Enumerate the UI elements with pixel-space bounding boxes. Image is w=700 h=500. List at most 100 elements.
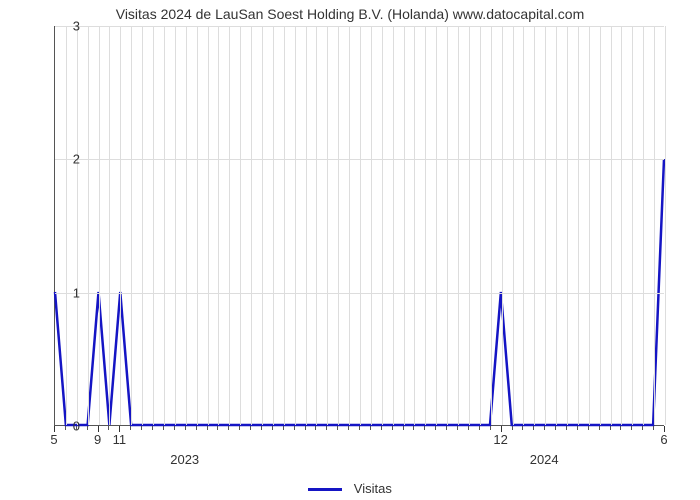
gridline-v (295, 26, 296, 425)
legend: Visitas (0, 481, 700, 496)
gridline-v (436, 26, 437, 425)
gridline-v (632, 26, 633, 425)
gridline-v (316, 26, 317, 425)
x-tick-minor (348, 426, 349, 430)
x-tick-minor (283, 426, 284, 430)
x-tick-minor (446, 426, 447, 430)
gridline-v (153, 26, 154, 425)
x-tick-minor (566, 426, 567, 430)
x-tick-minor (272, 426, 273, 430)
gridline-v (273, 26, 274, 425)
y-tick-label: 1 (50, 285, 80, 300)
x-tick-minor (653, 426, 654, 430)
gridline-v (665, 26, 666, 425)
x-tick-minor (631, 426, 632, 430)
x-tick-minor (141, 426, 142, 430)
gridline-v (327, 26, 328, 425)
x-tick-minor (315, 426, 316, 430)
plot-area (54, 26, 664, 426)
x-tick-minor (65, 426, 66, 430)
x-year-label: 2024 (530, 452, 559, 467)
gridline-v (578, 26, 579, 425)
x-tick-minor (610, 426, 611, 430)
x-tick-minor (413, 426, 414, 430)
gridline-v (142, 26, 143, 425)
x-tick-minor (555, 426, 556, 430)
gridline-v (120, 26, 121, 425)
gridline-v (589, 26, 590, 425)
gridline-v (88, 26, 89, 425)
x-tick-minor (207, 426, 208, 430)
x-tick-minor (337, 426, 338, 430)
gridline-v (306, 26, 307, 425)
x-tick-minor (533, 426, 534, 430)
gridline-v (338, 26, 339, 425)
x-tick-minor (479, 426, 480, 430)
x-tick-minor (599, 426, 600, 430)
y-tick-label: 2 (50, 152, 80, 167)
x-tick-minor (185, 426, 186, 430)
x-tick-label: 12 (493, 432, 507, 447)
gridline-v (404, 26, 405, 425)
gridline-v (382, 26, 383, 425)
gridline-v (240, 26, 241, 425)
x-tick-minor (544, 426, 545, 430)
x-tick-minor (381, 426, 382, 430)
gridline-v (480, 26, 481, 425)
x-tick-minor (620, 426, 621, 430)
x-tick-minor (130, 426, 131, 430)
gridline-v (164, 26, 165, 425)
x-tick-minor (294, 426, 295, 430)
gridline-v (284, 26, 285, 425)
gridline-v (600, 26, 601, 425)
gridline-v (262, 26, 263, 425)
chart-title: Visitas 2024 de LauSan Soest Holding B.V… (0, 6, 700, 22)
gridline-v (251, 26, 252, 425)
x-tick-minor (196, 426, 197, 430)
gridline-v (229, 26, 230, 425)
x-tick-minor (490, 426, 491, 430)
gridline-v (349, 26, 350, 425)
gridline-v (109, 26, 110, 425)
x-tick-minor (424, 426, 425, 430)
gridline-v (643, 26, 644, 425)
gridline-v (197, 26, 198, 425)
gridline-v (458, 26, 459, 425)
gridline-v (545, 26, 546, 425)
x-tick-minor (87, 426, 88, 430)
gridline-v (99, 26, 100, 425)
x-tick-minor (435, 426, 436, 430)
gridline-v (371, 26, 372, 425)
x-tick-minor (370, 426, 371, 430)
gridline-v (491, 26, 492, 425)
gridline-v (218, 26, 219, 425)
x-tick-minor (76, 426, 77, 430)
x-tick-minor (588, 426, 589, 430)
gridline-v (393, 26, 394, 425)
gridline-v (567, 26, 568, 425)
x-tick-minor (250, 426, 251, 430)
x-tick-minor (468, 426, 469, 430)
gridline-v (611, 26, 612, 425)
gridline-v (534, 26, 535, 425)
x-tick-minor (457, 426, 458, 430)
x-tick-minor (403, 426, 404, 430)
gridline-v (425, 26, 426, 425)
x-tick-label: 9 (94, 432, 101, 447)
gridline-v (556, 26, 557, 425)
gridline-v (77, 26, 78, 425)
x-tick-minor (152, 426, 153, 430)
x-year-label: 2023 (170, 452, 199, 467)
x-tick-minor (174, 426, 175, 430)
x-tick-minor (217, 426, 218, 430)
x-tick-minor (359, 426, 360, 430)
x-tick-label: 5 (50, 432, 57, 447)
gridline-v (513, 26, 514, 425)
x-tick-minor (522, 426, 523, 430)
y-tick-label: 3 (50, 19, 80, 34)
x-tick-minor (642, 426, 643, 430)
legend-label: Visitas (354, 481, 392, 496)
gridline-v (66, 26, 67, 425)
x-tick-label: 11 (113, 432, 127, 447)
gridline-v (502, 26, 503, 425)
